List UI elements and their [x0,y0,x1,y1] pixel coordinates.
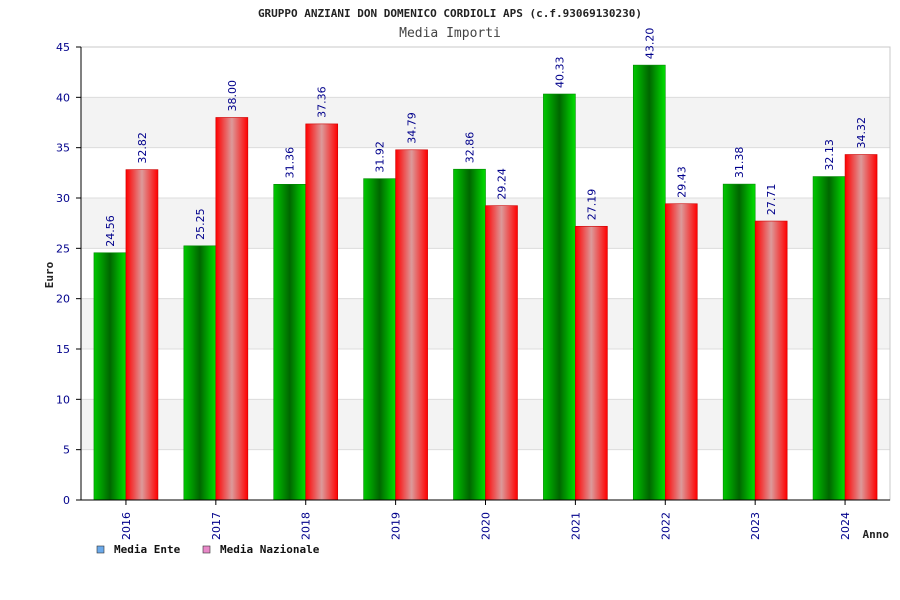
bar-media-nazionale-2022 [664,203,698,501]
data-label-media-nazionale-2017: 38.00 [226,80,239,111]
data-label-media-nazionale-2018: 37.36 [316,86,329,118]
bar-media-nazionale-2021 [575,225,608,501]
x-tick-label-2016: 2016 [120,512,133,540]
y-tick-label: 35 [56,142,70,155]
bar-media-ente-2024 [812,176,846,501]
legend-swatch-media-nazionale [202,545,211,554]
data-label-media-nazionale-2020: 29.24 [496,168,509,200]
chart-subtitle: Media Importi [399,26,501,41]
y-tick-label: 30 [56,192,70,205]
y-tick-label: 25 [56,242,70,255]
bar-media-nazionale-2018 [305,123,339,501]
y-tick-label: 0 [63,494,70,507]
bar-media-ente-2020 [453,168,486,501]
data-label-media-nazionale-2023: 27.71 [765,184,778,216]
y-tick-label: 20 [56,293,70,306]
x-tick-label-2023: 2023 [749,512,762,540]
legend-label-media-nazionale: Media Nazionale [220,543,320,556]
bar-media-nazionale-2017 [215,117,249,501]
bar-media-ente-2018 [273,184,307,501]
bar-media-ente-2023 [722,183,756,501]
data-label-media-nazionale-2016: 32.82 [136,132,149,164]
y-axis-label: Euro [43,261,56,288]
bar-media-nazionale-2023 [754,220,788,501]
x-tick-label-2022: 2022 [659,512,672,540]
data-label-media-ente-2019: 31.92 [374,141,387,173]
plot-area: 24.56 32.82 25.25 38.00 31.36 37.36 31.92 34.79… [80,28,891,501]
bar-media-ente-2021 [543,93,576,501]
data-label-media-nazionale-2021: 27.19 [585,189,598,221]
bar-media-nazionale-2020 [485,205,518,501]
y-tick-label: 45 [56,41,70,54]
legend-item-media-ente: Media Ente [96,543,181,556]
x-tick-label-2019: 2019 [390,512,403,540]
y-tick-label: 5 [63,444,70,457]
legend-item-media-nazionale: Media Nazionale [202,543,320,556]
chart-title: GRUPPO ANZIANI DON DOMENICO CORDIOLI APS… [258,7,642,20]
x-axis-label: Anno [863,528,890,541]
y-tick-label: 15 [56,343,70,356]
x-tick-label-2018: 2018 [300,512,313,540]
bar-media-nazionale-2024 [844,154,878,501]
data-label-media-ente-2016: 24.56 [104,215,117,247]
legend: Media Ente Media Nazionale [96,543,320,556]
bar-media-ente-2022 [632,64,666,501]
x-tick-label-2017: 2017 [210,512,223,540]
bar-media-nazionale-2019 [395,149,428,501]
data-label-media-ente-2022: 43.20 [643,28,656,60]
data-label-media-nazionale-2022: 29.43 [675,166,688,198]
y-tick-label: 40 [56,91,70,104]
data-label-media-ente-2017: 25.25 [194,208,207,240]
legend-swatch-media-ente [96,545,105,554]
bar-media-ente-2019 [363,178,396,501]
bar-media-ente-2017 [183,245,217,501]
data-label-media-ente-2021: 40.33 [553,57,566,89]
data-label-media-ente-2024: 32.13 [823,139,836,171]
data-label-media-nazionale-2019: 34.79 [406,112,419,144]
data-label-media-ente-2020: 32.86 [464,132,477,164]
y-tick-label: 10 [56,393,70,406]
data-label-media-nazionale-2024: 34.32 [855,117,868,149]
grid-band [81,97,890,148]
bar-media-nazionale-2016 [125,169,159,501]
bar-media-ente-2016 [93,252,127,501]
legend-label-media-ente: Media Ente [114,543,181,556]
x-tick-label-2024: 2024 [839,512,852,540]
data-label-media-ente-2023: 31.38 [733,147,746,179]
x-tick-label-2020: 2020 [480,512,493,540]
x-tick-label-2021: 2021 [569,512,582,540]
data-label-media-ente-2018: 31.36 [284,147,297,179]
